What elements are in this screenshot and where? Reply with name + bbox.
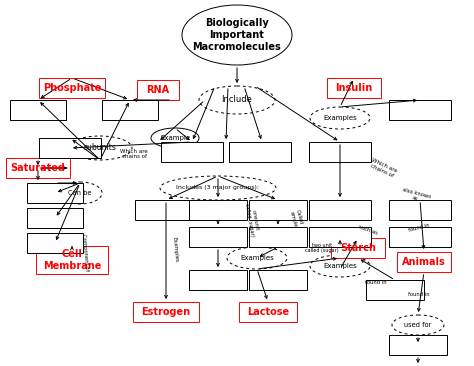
Text: used for: used for	[404, 322, 432, 328]
Text: Which are
chains of: Which are chains of	[120, 149, 148, 160]
Ellipse shape	[58, 182, 102, 204]
Bar	[249, 270, 307, 290]
Text: found in: found in	[408, 292, 429, 298]
Ellipse shape	[310, 255, 370, 277]
Text: Lactose: Lactose	[247, 307, 289, 317]
Bar	[309, 142, 371, 162]
Ellipse shape	[227, 247, 287, 269]
Text: one unit
called (sugar): one unit called (sugar)	[244, 202, 260, 238]
Text: subunits: subunits	[83, 143, 117, 153]
Ellipse shape	[68, 136, 132, 160]
Bar	[239, 302, 297, 322]
Ellipse shape	[392, 315, 444, 335]
Text: Estrogen: Estrogen	[141, 307, 191, 317]
Bar	[189, 200, 247, 220]
Bar	[6, 158, 70, 178]
Text: Examples: Examples	[323, 115, 357, 121]
Bar	[389, 227, 451, 247]
Bar	[309, 200, 371, 220]
Bar	[389, 100, 451, 120]
Ellipse shape	[151, 128, 199, 148]
Bar	[366, 280, 424, 300]
Text: Cell
Membrane: Cell Membrane	[43, 249, 101, 271]
Bar	[229, 142, 291, 162]
Bar	[189, 270, 247, 290]
Text: Example: Example	[160, 135, 190, 141]
Text: RNA: RNA	[146, 85, 170, 95]
Text: such as: such as	[358, 224, 379, 236]
Bar	[36, 246, 108, 274]
Bar	[389, 335, 447, 355]
Ellipse shape	[199, 86, 275, 114]
Text: found in: found in	[365, 280, 387, 284]
Text: Includes (3 major groups):: Includes (3 major groups):	[176, 186, 259, 190]
Bar	[27, 183, 83, 203]
Text: Examples: Examples	[172, 237, 179, 263]
Text: Component of: Component of	[81, 233, 89, 271]
Text: Examples: Examples	[240, 255, 274, 261]
Bar	[161, 142, 223, 162]
Text: Saturated: Saturated	[10, 163, 65, 173]
Bar	[137, 80, 179, 100]
Text: found in: found in	[408, 223, 430, 233]
Bar	[397, 252, 451, 272]
Bar	[27, 233, 83, 253]
Text: Include: Include	[221, 96, 253, 105]
Text: Insulin: Insulin	[336, 83, 373, 93]
Text: Examples: Examples	[323, 263, 357, 269]
Bar	[331, 238, 385, 258]
Text: also known
as: also known as	[400, 187, 431, 205]
Text: Can be: Can be	[68, 190, 92, 196]
Bar	[135, 200, 197, 220]
Ellipse shape	[182, 5, 292, 65]
Text: Phosphate: Phosphate	[43, 83, 101, 93]
Text: Which are
chains of: Which are chains of	[368, 157, 398, 179]
Bar	[102, 100, 158, 120]
Ellipse shape	[160, 176, 276, 200]
Bar	[327, 78, 381, 98]
Bar	[39, 78, 105, 98]
Bar	[27, 208, 83, 228]
Text: Starch: Starch	[340, 243, 376, 253]
Text: Animals: Animals	[402, 257, 446, 267]
Bar	[249, 200, 307, 220]
Text: two unit
called (sugar): two unit called (sugar)	[305, 243, 338, 253]
Bar	[133, 302, 199, 322]
Bar	[389, 200, 451, 220]
Text: Called
simple: Called simple	[289, 209, 303, 227]
Bar	[39, 138, 101, 158]
Ellipse shape	[310, 107, 370, 129]
Bar	[189, 227, 247, 247]
Bar	[249, 227, 307, 247]
Bar	[309, 227, 371, 247]
Text: Biologically
Important
Macromolecules: Biologically Important Macromolecules	[192, 18, 282, 52]
Bar	[10, 100, 66, 120]
